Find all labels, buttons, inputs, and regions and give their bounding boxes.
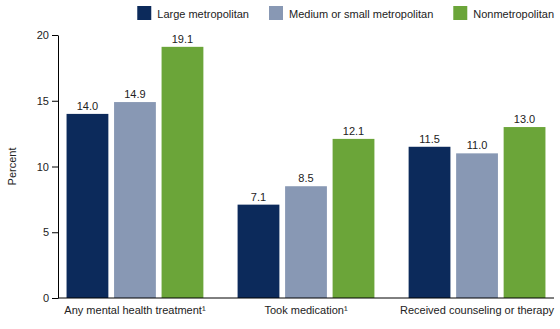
data-label: 7.1 xyxy=(251,191,266,203)
y-tick: 5 xyxy=(43,226,58,238)
legend-swatch xyxy=(137,6,151,20)
bar xyxy=(504,127,546,298)
x-tick-label: Any mental health treatment¹ xyxy=(64,304,206,316)
legend-swatch xyxy=(453,6,467,20)
legend-item: Large metropolitan xyxy=(137,6,249,20)
legend-item: Medium or small metropolitan xyxy=(269,6,433,20)
bar xyxy=(162,47,204,298)
data-label: 14.0 xyxy=(77,100,98,112)
bar xyxy=(456,153,498,298)
chart: 14.0 7.1 11.5 14.9 8.5 11.0 19.1 12.1 13.0 0 5 10 15… xyxy=(0,0,560,329)
bar xyxy=(333,139,375,298)
data-label: 14.9 xyxy=(124,88,145,100)
y-tick-label: 0 xyxy=(43,292,49,304)
y-axis: 0 5 10 15 20 xyxy=(37,29,59,304)
bar xyxy=(67,114,109,298)
data-label: 19.1 xyxy=(172,33,193,45)
data-labels: 14.0 7.1 11.5 14.9 8.5 11.0 19.1 12.1 13.0 xyxy=(77,33,536,203)
y-tick-mark xyxy=(52,232,58,233)
y-axis-line xyxy=(58,36,59,299)
bars xyxy=(67,47,546,298)
y-tick-label: 15 xyxy=(37,95,49,107)
x-tick: Any mental health treatment¹ xyxy=(64,304,206,316)
x-tick-label: Received counseling or therapy xyxy=(400,304,555,316)
x-tick: Took medication¹ xyxy=(264,304,347,316)
x-tick: Received counseling or therapy xyxy=(400,304,555,316)
data-label: 13.0 xyxy=(514,113,535,125)
legend-label: Nonmetropolitan xyxy=(473,8,554,20)
y-tick-mark xyxy=(52,167,58,168)
y-tick-label: 20 xyxy=(37,29,49,41)
legend-item: Nonmetropolitan xyxy=(453,6,554,20)
data-label: 11.5 xyxy=(419,133,440,145)
data-label: 11.0 xyxy=(467,139,488,151)
y-tick: 10 xyxy=(37,161,58,173)
y-tick-label: 5 xyxy=(43,226,49,238)
bar xyxy=(238,205,280,298)
y-tick-mark xyxy=(52,101,58,102)
y-tick-mark xyxy=(52,35,58,36)
x-axis-line xyxy=(58,298,554,299)
data-label: 12.1 xyxy=(343,125,364,137)
y-tick-mark xyxy=(52,298,58,299)
bar xyxy=(285,186,327,298)
legend-label: Medium or small metropolitan xyxy=(289,8,433,20)
x-tick-label: Took medication¹ xyxy=(264,304,347,316)
x-axis: Any mental health treatment¹ Took medicat… xyxy=(58,298,555,316)
y-tick-label: 10 xyxy=(37,161,49,173)
legend-label: Large metropolitan xyxy=(157,8,249,20)
y-tick: 15 xyxy=(37,95,58,107)
y-tick: 0 xyxy=(43,292,58,304)
y-tick: 20 xyxy=(37,29,58,41)
bar xyxy=(114,102,156,298)
data-label: 8.5 xyxy=(298,172,313,184)
y-axis-title: Percent xyxy=(6,148,18,186)
legend-swatch xyxy=(269,6,283,20)
legend: Large metropolitan Medium or small metrop… xyxy=(137,6,554,20)
bar xyxy=(409,147,451,298)
